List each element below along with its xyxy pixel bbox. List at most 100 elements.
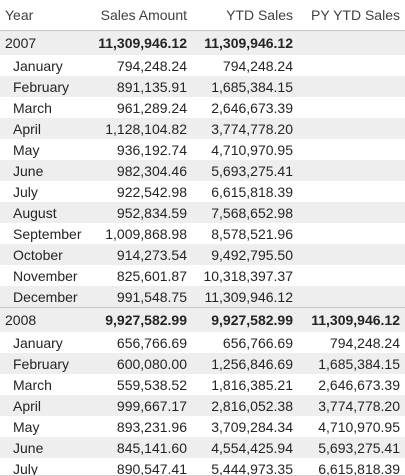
- month-ytd-sales: 5,693,275.41: [192, 160, 298, 181]
- month-row[interactable]: March 559,538.52 1,816,385.21 2,646,673.39: [0, 374, 405, 395]
- month-py-ytd-sales: 3,774,778.20: [298, 395, 405, 416]
- month-py-ytd-sales: [298, 97, 405, 118]
- year-label: 2007: [0, 30, 88, 55]
- month-row[interactable]: April 1,128,104.82 3,774,778.20: [0, 118, 405, 139]
- month-row[interactable]: March 961,289.24 2,646,673.39: [0, 97, 405, 118]
- year-ytd-sales: 9,927,582.99: [192, 307, 298, 332]
- month-label: March: [13, 99, 52, 116]
- matrix-body: 2007 11,309,946.12 11,309,946.12 January 794…: [0, 30, 405, 476]
- month-sales-amount: 982,304.46: [88, 160, 192, 181]
- month-label: February: [0, 76, 88, 97]
- year-ytd-sales: 11,309,946.12: [192, 30, 298, 55]
- year-py-ytd-sales: 11,309,946.12: [298, 307, 405, 332]
- month-py-ytd-sales: 794,248.24: [329, 334, 400, 351]
- year-py-ytd-sales: [298, 30, 405, 55]
- month-sales-amount: 922,542.98: [116, 183, 187, 200]
- month-sales-amount: 825,601.87: [116, 267, 187, 284]
- month-label: January: [13, 334, 63, 351]
- month-label: August: [0, 202, 88, 223]
- month-row[interactable]: September 1,009,868.98 8,578,521.96: [0, 223, 405, 244]
- month-sales-amount: 656,766.69: [116, 334, 187, 351]
- month-label: October: [0, 244, 88, 265]
- month-row[interactable]: December 991,548.75 11,309,946.12: [0, 286, 405, 308]
- column-header-ytd-sales[interactable]: YTD Sales: [192, 0, 298, 31]
- month-ytd-sales: 11,309,946.12: [192, 286, 298, 308]
- month-py-ytd-sales: [298, 55, 405, 76]
- month-sales-amount: 891,135.91: [88, 76, 192, 97]
- month-py-ytd-sales: [298, 160, 405, 181]
- month-row[interactable]: May 893,231.96 3,709,284.34 4,710,970.95: [0, 416, 405, 437]
- month-row[interactable]: June 982,304.46 5,693,275.41: [0, 160, 405, 181]
- column-header-py-ytd-sales[interactable]: PY YTD Sales: [298, 0, 405, 31]
- month-row[interactable]: October 914,273.54 9,492,795.50: [0, 244, 405, 265]
- year-sales-amount: 9,927,582.99: [88, 307, 192, 332]
- month-row[interactable]: August 952,834.59 7,568,652.98: [0, 202, 405, 223]
- month-sales-amount: 600,080.00: [88, 353, 192, 374]
- month-row[interactable]: July 922,542.98 6,615,818.39: [0, 181, 405, 202]
- month-label: September: [13, 225, 82, 242]
- month-py-ytd-sales: [298, 118, 405, 139]
- month-sales-amount: 890,547.41: [116, 460, 187, 476]
- month-py-ytd-sales: 1,685,384.15: [298, 353, 405, 374]
- month-label: April: [0, 395, 88, 416]
- month-py-ytd-sales: 5,693,275.41: [298, 437, 405, 458]
- month-label: July: [13, 183, 38, 200]
- month-sales-amount: 845,141.60: [88, 437, 192, 458]
- month-row[interactable]: February 891,135.91 1,685,384.15: [0, 76, 405, 97]
- month-py-ytd-sales: [298, 286, 405, 308]
- month-sales-amount: 961,289.24: [116, 99, 187, 116]
- month-sales-amount: 559,538.52: [116, 376, 187, 393]
- month-row[interactable]: November 825,601.87 10,318,397.37: [0, 265, 405, 286]
- year-sales-amount: 11,309,946.12: [88, 30, 192, 55]
- month-ytd-sales: 4,554,425.94: [192, 437, 298, 458]
- month-sales-amount: 914,273.54: [88, 244, 192, 265]
- month-row[interactable]: July 890,547.41 5,444,973.35 6,615,818.39: [0, 458, 405, 476]
- month-row[interactable]: February 600,080.00 1,256,846.69 1,685,384.…: [0, 353, 405, 374]
- month-label: May: [13, 141, 40, 158]
- month-ytd-sales: 8,578,521.96: [211, 225, 293, 242]
- month-label: June: [0, 437, 88, 458]
- month-ytd-sales: 6,615,818.39: [211, 183, 293, 200]
- month-ytd-sales: 2,646,673.39: [211, 99, 293, 116]
- month-ytd-sales: 4,710,970.95: [211, 141, 293, 158]
- month-label: December: [0, 286, 88, 308]
- month-py-ytd-sales: [298, 244, 405, 265]
- month-row[interactable]: May 936,192.74 4,710,970.95: [0, 139, 405, 160]
- month-ytd-sales: 656,766.69: [222, 334, 293, 351]
- month-row[interactable]: January 656,766.69 656,766.69 794,248.24: [0, 332, 405, 353]
- month-sales-amount: 893,231.96: [116, 418, 187, 435]
- month-ytd-sales: 3,774,778.20: [192, 118, 298, 139]
- month-ytd-sales: 2,816,052.38: [192, 395, 298, 416]
- month-sales-amount: 936,192.74: [116, 141, 187, 158]
- month-label: February: [0, 353, 88, 374]
- month-label: November: [13, 267, 78, 284]
- month-py-ytd-sales: 6,615,818.39: [318, 460, 400, 476]
- month-py-ytd-sales: [298, 202, 405, 223]
- month-ytd-sales: 1,256,846.69: [192, 353, 298, 374]
- month-py-ytd-sales: [298, 76, 405, 97]
- month-py-ytd-sales: [298, 265, 405, 286]
- month-label: July: [13, 460, 38, 476]
- month-row[interactable]: April 999,667.17 2,816,052.38 3,774,778.20: [0, 395, 405, 416]
- month-ytd-sales: 10,318,397.37: [203, 267, 293, 284]
- year-label: 2008: [0, 307, 88, 332]
- month-py-ytd-sales: 2,646,673.39: [318, 376, 400, 393]
- month-sales-amount: 991,548.75: [88, 286, 192, 308]
- month-label: March: [13, 376, 52, 393]
- header-row: Year Sales Amount YTD Sales PY YTD Sales: [0, 0, 405, 31]
- column-header-year[interactable]: Year: [0, 0, 88, 31]
- month-ytd-sales: 7,568,652.98: [192, 202, 298, 223]
- year-row[interactable]: 2008 9,927,582.99 9,927,582.99 11,309,946.1…: [0, 307, 405, 332]
- month-sales-amount: 999,667.17: [88, 395, 192, 416]
- month-py-ytd-sales: [298, 181, 405, 202]
- month-sales-amount: 1,009,868.98: [105, 225, 187, 242]
- month-row[interactable]: January 794,248.24 794,248.24: [0, 55, 405, 76]
- month-row[interactable]: June 845,141.60 4,554,425.94 5,693,275.41: [0, 437, 405, 458]
- month-ytd-sales: 3,709,284.34: [211, 418, 293, 435]
- column-header-sales-amount[interactable]: Sales Amount: [88, 0, 192, 31]
- month-label: April: [0, 118, 88, 139]
- year-row[interactable]: 2007 11,309,946.12 11,309,946.12: [0, 30, 405, 55]
- month-py-ytd-sales: [298, 223, 405, 244]
